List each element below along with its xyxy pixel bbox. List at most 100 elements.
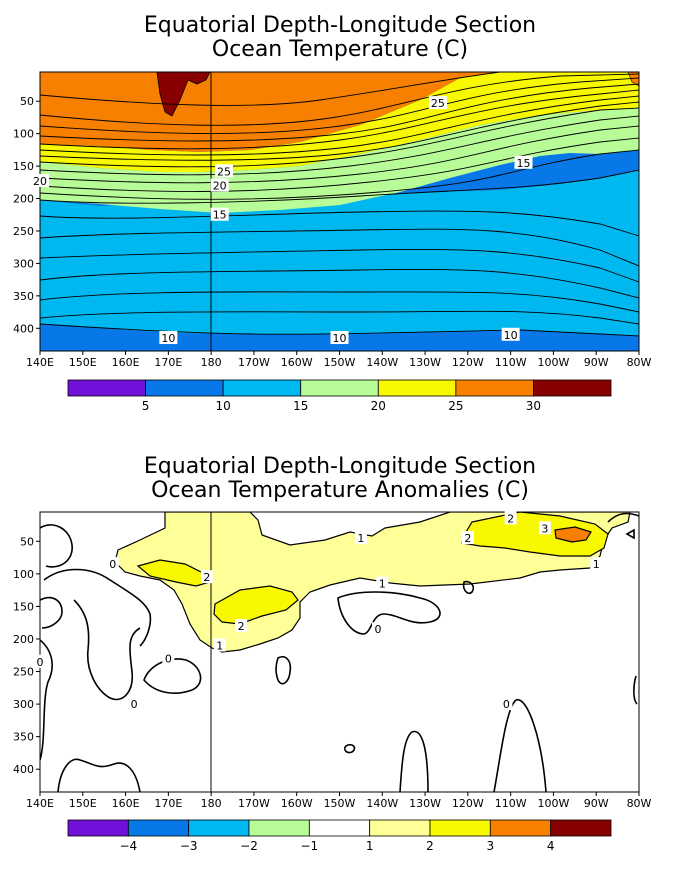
top-colorbar-segment [222,379,302,397]
bottom-axes-layer: 140E 150E 160E 170E 180 170W 160W 150W 140W 130W 1… [13,511,652,853]
bottom-colorbar-tick-label: −2 [240,839,258,853]
top-y-tick-label: 400 [13,322,34,335]
top-y-tick-label: 300 [13,257,34,270]
bottom-x-tick-label: 160W [281,797,313,810]
top-contour-label: 15 [516,157,530,170]
bottom-contour-label-bg [34,654,46,668]
bottom-colorbar-segment [308,819,371,837]
bottom-colorbar-tick-label: −1 [300,839,318,853]
top-contour-label: 20 [213,180,227,193]
bottom-contour-label-bg [200,570,213,584]
top-contour-label-bg [214,164,233,178]
top-contours [40,72,639,337]
top-contour-label: 10 [504,329,518,342]
top-colorbar-segment [533,379,612,397]
bottom-contour-label-bg [461,531,474,545]
top-x-tick-label: 120W [452,356,484,369]
bottom-contour-label: 2 [507,513,514,526]
anom-pos3-region [554,526,592,543]
bottom-zero-contours [40,512,639,792]
top-x-tick-label: 140E [26,356,54,369]
bottom-colorbar-tick-label: −3 [180,839,198,853]
top-contour-label: 20 [33,175,47,188]
top-x-tick-label: 80W [627,356,652,369]
top-contour-label-bg [210,178,229,192]
bottom-contour-label-bg [162,651,175,665]
bottom-colorbar-segment [188,819,250,837]
top-x-tick-label: 160W [281,356,313,369]
top-contour-label: 15 [213,209,227,222]
top-contour-label: 10 [333,332,347,345]
bottom-contour-label: 0 [375,623,382,636]
bottom-chart-title: Equatorial Depth-Longitude Section Ocean… [143,454,537,503]
bottom-x-tick-label: 120W [452,797,484,810]
bottom-y-tick-label: 150 [13,600,34,613]
bottom-contour-label: 1 [357,532,364,545]
top-x-tick-label: 130W [409,356,441,369]
bottom-colorbar-segment [248,819,310,837]
bottom-colorbar-segment [429,819,491,837]
bottom-contour-label-bg [213,638,226,652]
top-colorbar-tick-label: 5 [142,399,150,413]
bottom-colorbar-tick-label: 3 [487,839,495,853]
top-colorbar-segment [377,379,457,397]
bottom-y-tick-label: 350 [13,731,34,744]
anom-pos2-region-west2 [213,585,299,625]
bottom-contour-label: 0 [131,698,138,711]
bottom-contour-label-bg [106,557,119,571]
bottom-colorbar-segment [369,819,431,837]
top-y-tick-label: 50 [20,95,34,108]
top-x-tick-label: 170W [238,356,270,369]
bottom-contour-label-bg [504,511,517,525]
top-x-tick-label: 150E [69,356,97,369]
top-colorbar-tick-label: 15 [293,399,308,413]
bottom-x-tick-label: 140W [366,797,398,810]
band-15-20 [40,108,639,213]
bottom-x-tick-label: 150W [324,797,356,810]
bottom-contour-label: 2 [464,532,471,545]
top-colorbar-segment [67,379,146,397]
top-contour-label-bg [428,96,447,110]
top-y-tick-label: 250 [13,225,34,238]
top-contour-label: 25 [431,97,445,110]
bottom-colorbar-tick-label: 1 [366,839,374,853]
bottom-y-tick-label: 300 [13,698,34,711]
top-x-tick-label: 90W [584,356,609,369]
bottom-x-tick-label: 80W [627,797,652,810]
bottom-colorbar-segment [550,819,612,837]
bottom-y-tick-label: 50 [20,535,34,548]
top-x-tick-label: 140W [366,356,398,369]
top-x-tick-label: 110W [495,356,527,369]
top-contour-label-bg [501,327,520,341]
top-x-tick-label: 100W [537,356,569,369]
bottom-colorbar-segment [127,819,190,837]
bottom-y-tick-label: 400 [13,763,34,776]
bottom-contour-label-bg [235,618,248,632]
bottom-x-tick-label: 170E [154,797,182,810]
bottom-plot [40,512,639,792]
bottom-colorbar-tick-label: 4 [547,839,555,853]
top-x-tick-label: 160E [112,356,140,369]
top-colorbar-segment [455,379,534,397]
top-axes-layer: 140E 150E 160E 170E 180 170W 160W 150W 140W 130W 1… [13,95,652,413]
bottom-contour-label: 0 [503,698,510,711]
bottom-contour-label: 0 [37,656,44,669]
top-contour-label: 10 [161,332,175,345]
bottom-contour-label-bg [372,622,385,636]
top-x-tick-label: 170E [154,356,182,369]
bottom-y-tick-label: 200 [13,633,34,646]
bottom-contour-label: 3 [541,522,548,535]
top-x-tick-label: 180 [201,356,222,369]
top-contour-label-bg [330,331,349,345]
top-colorbar-segment [300,379,379,397]
bottom-x-tick-label: 170W [238,797,270,810]
bottom-contour-label: 1 [379,578,386,591]
top-plot [40,72,639,351]
top-colorbar-tick-label: 10 [216,399,231,413]
bottom-contour-label-bg [376,576,389,590]
bottom-contour-label: 1 [593,558,600,571]
top-contour-label-bg [159,331,178,345]
band-25-30 [40,72,500,152]
top-contour-label-bg [210,207,229,221]
